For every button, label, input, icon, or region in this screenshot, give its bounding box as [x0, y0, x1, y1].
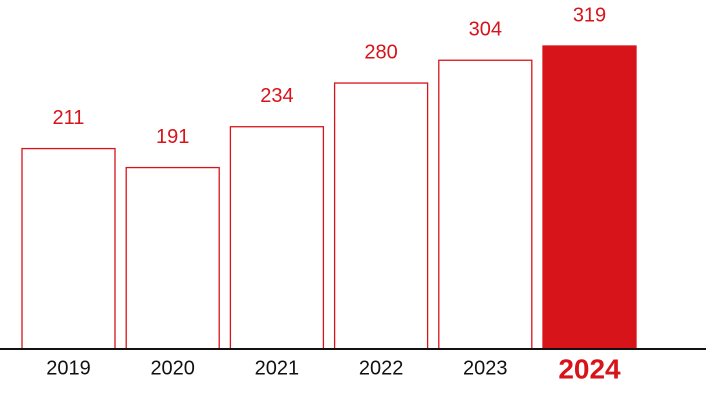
- bar: [229, 126, 325, 350]
- value-label: 211: [53, 107, 85, 129]
- value-label: 280: [364, 41, 397, 63]
- bar: [125, 166, 220, 350]
- x-tick-label: 2022: [359, 357, 404, 379]
- bar: [333, 82, 429, 350]
- x-tick-label: 2019: [46, 357, 91, 379]
- x-tick-label: 2024: [558, 353, 621, 384]
- value-label: 191: [156, 126, 189, 148]
- bar: [21, 147, 116, 350]
- x-tick-label: 2023: [463, 357, 508, 379]
- x-tick-label: 2020: [150, 357, 195, 379]
- bar: [438, 59, 533, 350]
- value-label: 304: [469, 19, 502, 41]
- value-label: 319: [573, 4, 606, 26]
- bar: [542, 45, 637, 350]
- x-tick-label: 2021: [255, 357, 300, 379]
- value-label: 234: [260, 85, 293, 107]
